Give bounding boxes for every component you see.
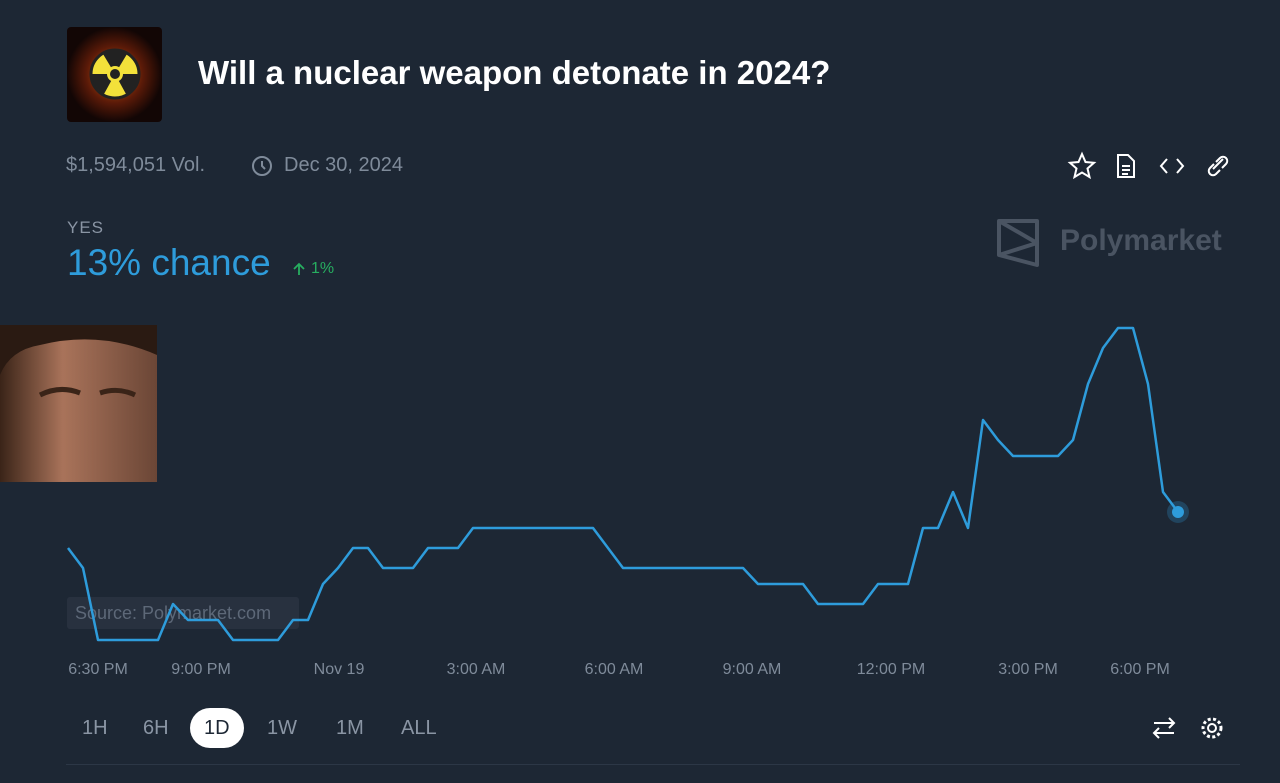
reaction-image xyxy=(0,325,157,482)
range-button[interactable]: 6H xyxy=(143,717,169,739)
x-tick-label: 6:00 PM xyxy=(1110,661,1170,678)
x-tick-label: 3:00 PM xyxy=(998,661,1058,678)
market-title: Will a nuclear weapon detonate in 2024? xyxy=(198,54,831,91)
star-icon[interactable] xyxy=(1067,151,1097,180)
up-arrow xyxy=(293,262,305,275)
settings-icon[interactable] xyxy=(1201,717,1223,739)
change: 1% xyxy=(311,260,335,277)
link-icon[interactable] xyxy=(1207,155,1229,177)
range-button[interactable]: 1D xyxy=(190,708,244,748)
action-icons[interactable] xyxy=(1066,150,1236,182)
doc-icon[interactable] xyxy=(1117,154,1135,178)
x-tick-label: 3:00 AM xyxy=(447,661,506,678)
x-tick-label: 9:00 PM xyxy=(171,661,231,678)
volume: $1,594,051 Vol. xyxy=(66,154,206,176)
range-button[interactable]: 1M xyxy=(336,717,364,739)
brand: Polymarket xyxy=(1060,224,1222,257)
outcome-label: YES xyxy=(67,218,105,237)
end-date: Dec 30, 2024 xyxy=(284,154,403,176)
x-tick-label: 12:00 PM xyxy=(857,661,925,678)
brand-logo xyxy=(997,219,1039,267)
market-icon xyxy=(67,27,162,122)
x-tick-label: 6:30 PM xyxy=(68,661,128,678)
clock-icon xyxy=(252,156,272,176)
source: Source: Polymarket.com xyxy=(75,603,271,623)
x-tick-label: 6:00 AM xyxy=(585,661,644,678)
divider xyxy=(66,764,1240,765)
chart-tools[interactable] xyxy=(1150,714,1230,742)
current-point xyxy=(1172,506,1184,518)
range-button[interactable]: 1H xyxy=(82,717,108,739)
swap-icon[interactable] xyxy=(1152,717,1176,739)
range-button[interactable]: 1W xyxy=(267,717,297,739)
embed-icon[interactable] xyxy=(1159,158,1185,174)
chance: 13% chance xyxy=(67,242,271,283)
x-tick-label: Nov 19 xyxy=(314,661,365,678)
price-line xyxy=(67,326,1179,642)
x-tick-label: 9:00 AM xyxy=(723,661,782,678)
range-button[interactable]: ALL xyxy=(401,717,437,739)
